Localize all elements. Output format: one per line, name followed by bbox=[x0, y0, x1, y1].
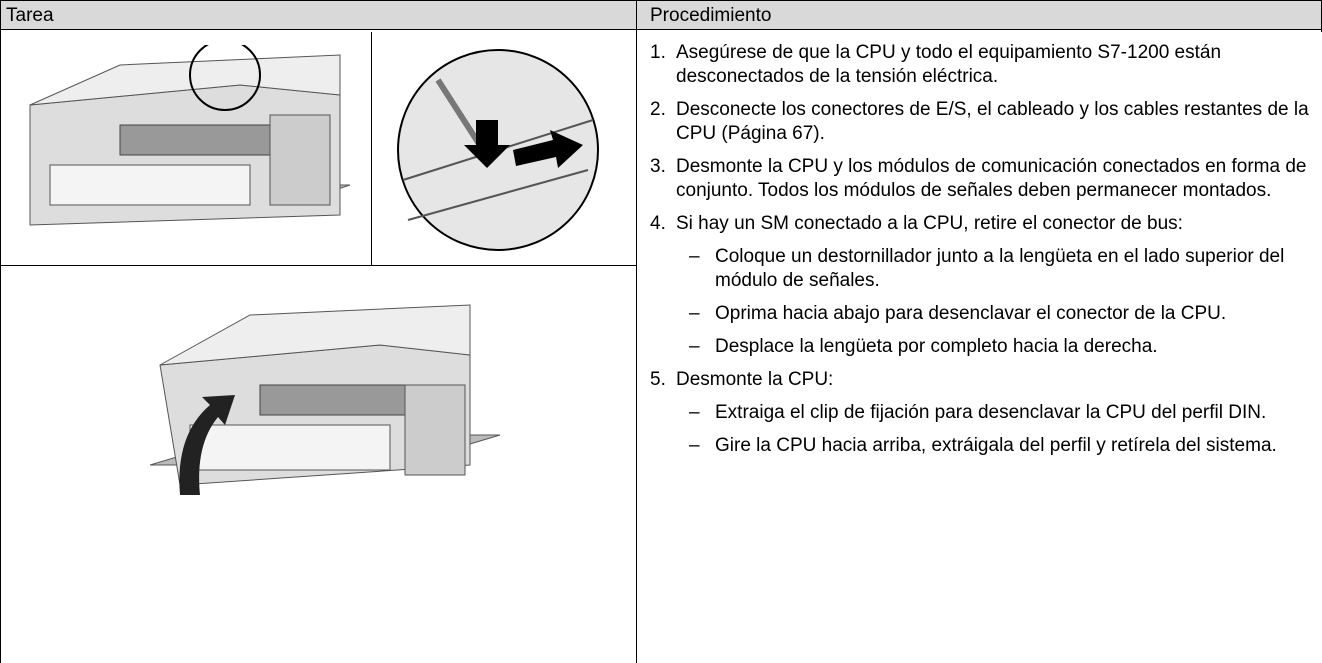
substep: – Desplace la lengüeta por completo hacia… bbox=[676, 335, 1317, 359]
header-text: Procedimiento bbox=[650, 5, 772, 26]
header-cell: Tarea bbox=[0, 0, 636, 30]
step-body: Si hay un SM conectado a la CPU, retire … bbox=[676, 212, 1317, 359]
substep: – Gire la CPU hacia arriba, extráigala de… bbox=[676, 434, 1317, 458]
border bbox=[0, 0, 1, 663]
substep: – Extraiga el clip de fijación para desen… bbox=[676, 401, 1317, 425]
step-text: Desmonte la CPU y los módulos de comunic… bbox=[676, 156, 1307, 201]
step: 3. Desmonte la CPU y los módulos de comun… bbox=[637, 155, 1317, 203]
border bbox=[371, 32, 372, 266]
substep-marker: – bbox=[689, 303, 700, 324]
substep-text: Extraiga el clip de fijación para desenc… bbox=[715, 402, 1267, 423]
step-body: Desconecte los conectores de E/S, el cab… bbox=[676, 98, 1317, 146]
substep: – Coloque un destornillador junto a la le… bbox=[676, 245, 1317, 293]
substep: – Oprima hacia abajo para desenclavar el … bbox=[676, 302, 1317, 326]
step-body: Desmonte la CPU: – Extraiga el clip de fij… bbox=[676, 368, 1317, 458]
step: 1. Asegúrese de que la CPU y todo el equi… bbox=[637, 41, 1317, 89]
step-number: 1. bbox=[650, 42, 666, 63]
procedure-list: 1. Asegúrese de que la CPU y todo el equi… bbox=[637, 32, 1317, 458]
header-text: Tarea bbox=[6, 5, 54, 26]
step-number: 2. bbox=[650, 99, 666, 120]
substep-marker: – bbox=[689, 402, 700, 423]
image-cpu bbox=[29, 45, 351, 226]
step: 5. Desmonte la CPU: – Extraiga el clip de f… bbox=[637, 368, 1317, 458]
step-text: Desconecte los conectores de E/S, el cab… bbox=[676, 99, 1309, 144]
header-cell: Procedimiento bbox=[636, 0, 1322, 30]
substep-text: Oprima hacia abajo para desenclavar el c… bbox=[715, 303, 1227, 324]
step-body: Desmonte la CPU y los módulos de comunic… bbox=[676, 155, 1317, 203]
step-text: Si hay un SM conectado a la CPU, retire … bbox=[676, 213, 1183, 234]
step: 4. Si hay un SM conectado a la CPU, retir… bbox=[637, 212, 1317, 359]
step-body: Asegúrese de que la CPU y todo el equipa… bbox=[676, 41, 1317, 89]
step-number: 3. bbox=[650, 156, 666, 177]
border bbox=[0, 265, 636, 266]
step-number: 5. bbox=[650, 369, 666, 390]
step: 2. Desconecte los conectores de E/S, el c… bbox=[637, 98, 1317, 146]
step-text: Asegúrese de que la CPU y todo el equipa… bbox=[676, 42, 1222, 87]
substep-marker: – bbox=[689, 336, 700, 357]
border bbox=[636, 0, 637, 663]
substep-marker: – bbox=[689, 246, 700, 267]
image-remove bbox=[150, 304, 501, 495]
substep-marker: – bbox=[689, 435, 700, 456]
substep-text: Gire la CPU hacia arriba, extráigala del… bbox=[715, 435, 1277, 456]
substep-text: Desplace la lengüeta por completo hacia … bbox=[715, 336, 1158, 357]
image-detail bbox=[397, 49, 599, 251]
step-text: Desmonte la CPU: bbox=[676, 369, 834, 390]
substep-text: Coloque un destornillador junto a la len… bbox=[715, 246, 1285, 291]
step-number: 4. bbox=[650, 213, 666, 234]
